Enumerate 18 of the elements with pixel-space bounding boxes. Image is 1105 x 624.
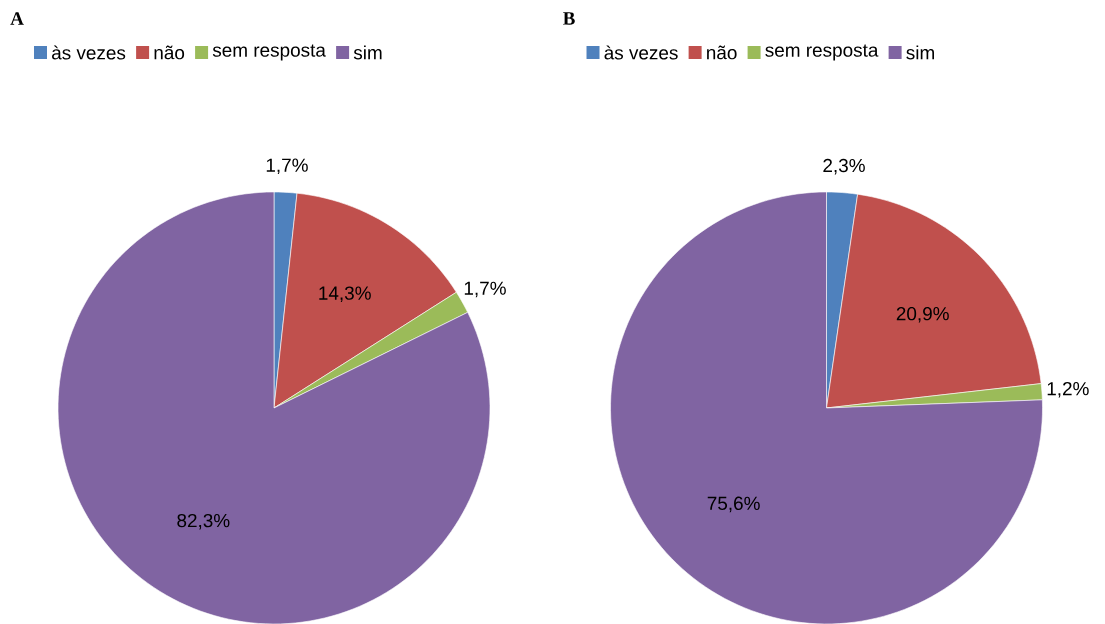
data-label: 2,3% <box>823 158 865 175</box>
legend-label: sem resposta <box>765 44 879 61</box>
legend-label: às vezes <box>52 45 126 60</box>
data-label: 82,3% <box>177 513 230 530</box>
chart-title: A <box>10 12 24 25</box>
legend-label: não <box>707 45 737 60</box>
data-label: 75,6% <box>707 496 760 513</box>
chart-title: B <box>563 12 575 25</box>
data-label: 1,7% <box>266 158 308 175</box>
data-label: 20,9% <box>896 306 949 323</box>
data-label: 1,2% <box>1047 381 1089 398</box>
data-label: 1,7% <box>464 281 506 298</box>
legend-label: às vezes <box>604 45 678 60</box>
data-label: 14,3% <box>319 286 371 303</box>
legend-label: sim <box>906 45 934 60</box>
legend-label: sem resposta <box>212 44 326 61</box>
legend-label: não <box>154 45 185 60</box>
legend-label: sim <box>353 45 382 60</box>
